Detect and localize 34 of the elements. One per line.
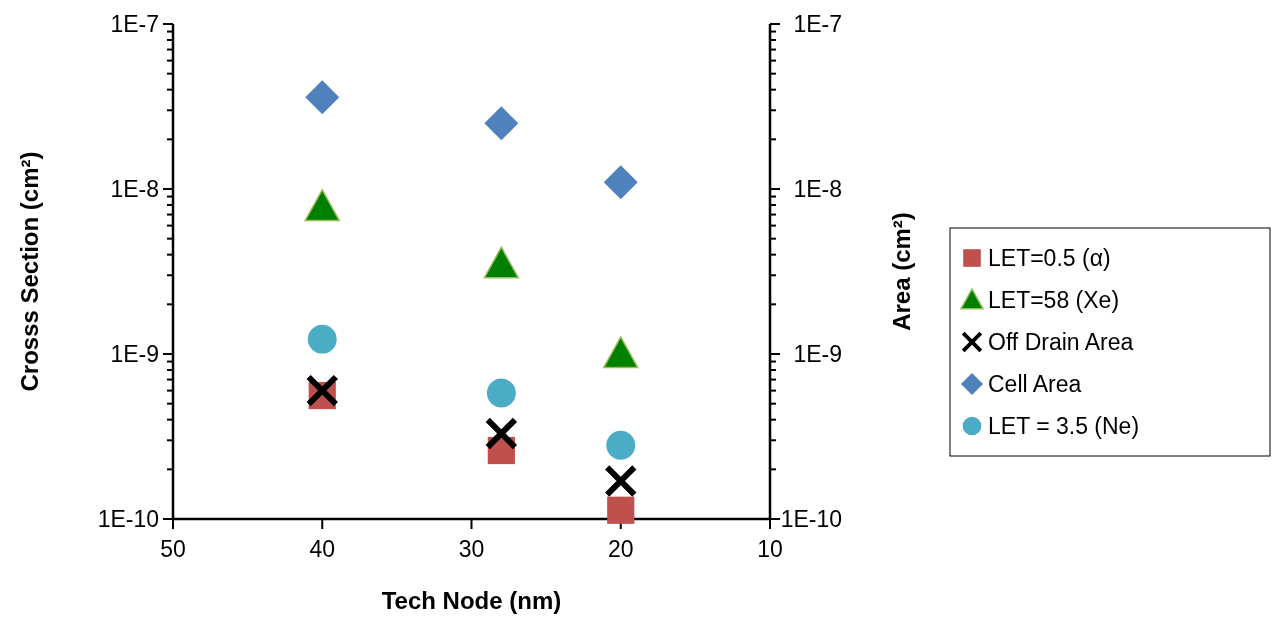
point: [304, 189, 340, 222]
x-tick-label: 50: [160, 536, 186, 562]
y2-axis-title: Area (cm²): [888, 212, 915, 331]
point: [307, 324, 337, 354]
x-tick-label: 10: [757, 536, 783, 562]
point: [305, 80, 340, 115]
y-tick-label: 1E-8: [793, 176, 842, 203]
point: [604, 464, 638, 498]
y-tick-label: 1E-7: [793, 11, 842, 38]
legend-label: LET=58 (Xe): [988, 287, 1120, 314]
text: 1E-10: [97, 506, 159, 533]
text: 1E-7: [110, 11, 159, 38]
text: 1E-8: [110, 176, 159, 203]
legend-label: LET = 3.5 (Ne): [988, 413, 1140, 440]
y-axis-title: Crosss Section (cm²): [16, 151, 43, 392]
legend-label: Cell Area: [988, 371, 1082, 398]
point: [603, 165, 638, 200]
point: [484, 106, 519, 141]
point: [603, 336, 639, 369]
point: [305, 374, 339, 408]
point: [486, 378, 516, 408]
point: [484, 416, 518, 451]
point: [483, 246, 520, 279]
legend-label: Off Drain Area: [988, 329, 1134, 356]
point: [607, 496, 635, 524]
y-tick-label: 1E-9: [793, 341, 842, 368]
legend-label: LET=0.5 (α): [988, 245, 1111, 272]
x-tick-label: 30: [458, 536, 485, 562]
x-tick-label: 20: [607, 536, 634, 562]
x-tick-label: 40: [309, 536, 336, 562]
x-axis-title: Tech Node (nm): [381, 587, 562, 614]
y-tick-label: 1E-10: [780, 506, 842, 533]
point: [606, 430, 636, 460]
text: 1E-9: [110, 341, 159, 368]
